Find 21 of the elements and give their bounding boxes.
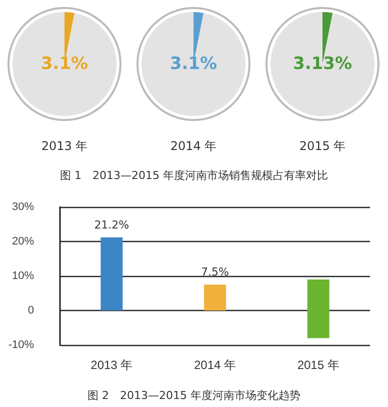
data-label: 7.5% — [201, 266, 229, 279]
y-tick-label: 30% — [12, 201, 34, 213]
text: 2015 年 — [299, 139, 346, 153]
data-label: 3.1% — [40, 54, 88, 74]
data-label: 3.1% — [170, 54, 218, 74]
caption: 图 1 2013—2015 年度河南市场销售规模占有率对比 — [59, 168, 329, 183]
bar — [100, 237, 123, 310]
text: 2013 年 — [41, 139, 88, 153]
bar — [307, 279, 330, 338]
y-tick-label: 20% — [12, 236, 34, 248]
caption: 图 2 2013—2015 年度河南市场变化趋势 — [86, 388, 302, 403]
data-label: 3.13% — [293, 54, 352, 74]
x-tick-label: 2013 年 — [90, 358, 133, 372]
x-tick-label: 2014 年 — [194, 358, 236, 372]
bar — [204, 284, 226, 310]
text: 2014 年 — [170, 139, 217, 153]
x-tick-label: 2015 年 — [297, 358, 340, 372]
y-tick-label: 10% — [12, 270, 34, 282]
data-label: 21.2% — [94, 218, 130, 232]
y-tick-label: 0 — [28, 304, 34, 316]
y-tick-label: -10% — [8, 339, 34, 351]
